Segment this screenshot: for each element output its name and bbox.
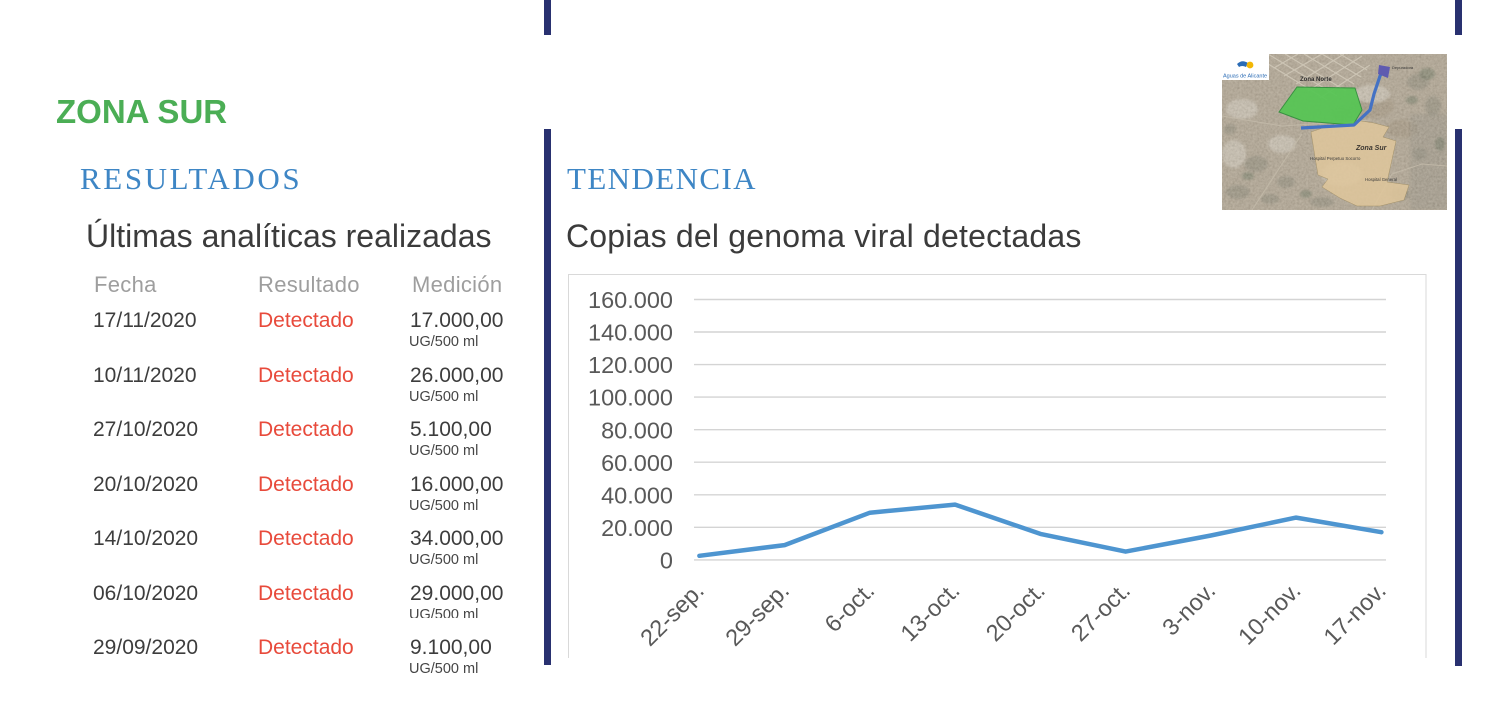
svg-text:Zona Sur: Zona Sur [1355,145,1388,152]
svg-text:80.000: 80.000 [601,417,673,443]
svg-text:100.000: 100.000 [588,385,673,411]
svg-text:Depuradora: Depuradora [1392,65,1414,70]
svg-text:120.000: 120.000 [588,352,673,378]
svg-text:40.000: 40.000 [601,482,673,508]
svg-text:140.000: 140.000 [588,320,673,346]
svg-text:Zona Norte: Zona Norte [1300,77,1332,83]
svg-text:Hospital General: Hospital General [1365,177,1397,182]
svg-text:160.000: 160.000 [588,287,673,313]
svg-text:60.000: 60.000 [601,450,673,476]
svg-text:Hospital Perpetuo Socorro: Hospital Perpetuo Socorro [1310,156,1361,161]
svg-text:Aguas de Alicante: Aguas de Alicante [1223,74,1267,80]
svg-text:0: 0 [660,548,673,574]
svg-text:20.000: 20.000 [601,515,673,541]
